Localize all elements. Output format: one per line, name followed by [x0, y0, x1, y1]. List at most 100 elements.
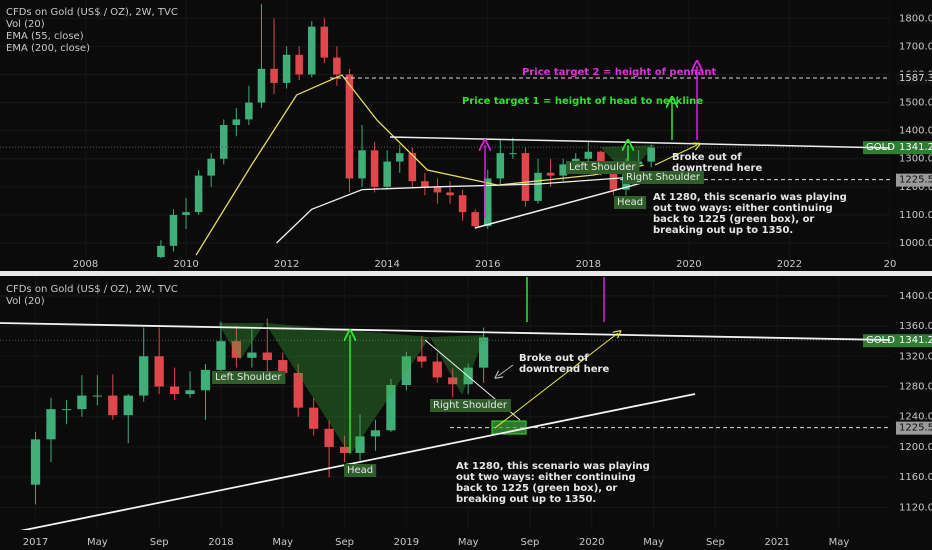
- x-tick-label: 2020: [676, 259, 701, 270]
- candle-body: [139, 356, 149, 396]
- legend-entry: EMA (55, close): [6, 31, 84, 42]
- top-drawings: [389, 66, 890, 229]
- candle-body: [446, 192, 454, 196]
- candle-body: [355, 436, 365, 453]
- candle-body: [307, 26, 316, 75]
- candle-body: [421, 181, 429, 187]
- candle-body: [546, 172, 555, 176]
- candle-body: [483, 178, 492, 227]
- label-box: [896, 173, 932, 187]
- annotation: breaking out up to 1350.: [653, 225, 793, 236]
- candle-body: [509, 153, 517, 155]
- y-tick-label: 1300.00: [899, 154, 932, 165]
- x-tick-label: 2017: [23, 537, 48, 548]
- x-tick-label: 2020: [579, 537, 604, 548]
- price-label: 1587.31: [899, 73, 932, 84]
- candle-body: [46, 409, 56, 440]
- candle-body: [194, 175, 203, 213]
- y-tick-label: 1800.00: [899, 13, 932, 24]
- candle-body: [534, 172, 542, 201]
- candle-body: [282, 54, 291, 83]
- candle-body: [345, 74, 354, 179]
- candle-body: [521, 153, 530, 201]
- x-tick-label: Sep: [335, 537, 354, 548]
- annotations: Price target 2 = height of pennant Price …: [212, 67, 847, 505]
- candle-body: [182, 212, 190, 215]
- candle-body: [200, 369, 211, 391]
- candle-body: [108, 395, 118, 416]
- legend-entry: EMA (200, close): [6, 43, 90, 54]
- price-label: 1341.29: [899, 142, 932, 153]
- y-tick-label: 1200.00: [899, 182, 932, 193]
- candle-body: [478, 337, 489, 368]
- pattern-shade: [218, 323, 265, 360]
- annotation: At 1280, this scenario was playing: [456, 461, 650, 472]
- candle-body: [293, 372, 303, 408]
- label-box: [896, 72, 932, 86]
- label-box: [896, 421, 932, 435]
- annotation: downtrend here: [672, 163, 762, 174]
- candle-body: [408, 153, 417, 182]
- candle-body: [433, 186, 442, 193]
- label-box: [896, 334, 932, 348]
- y-tick-label: 1400.00: [899, 126, 932, 137]
- y-tick-label: 1500.00: [899, 98, 932, 109]
- annotation: back to 1225 (green box), or: [456, 483, 617, 494]
- candle-body: [370, 150, 379, 187]
- label-box: [212, 371, 286, 384]
- candle-body: [77, 395, 87, 410]
- candle-body: [383, 161, 391, 187]
- x-tick-label: May: [272, 537, 293, 548]
- pattern-shade: [265, 323, 430, 455]
- annotation: out two ways: either continuing: [456, 472, 636, 483]
- candle-body: [207, 158, 215, 176]
- label-box: [430, 399, 511, 412]
- candle-body: [432, 361, 442, 378]
- arrow: [498, 364, 514, 376]
- x-tick-label: 2018: [576, 259, 601, 270]
- annotation: Broke out of: [519, 353, 589, 364]
- x-tick-label: 2022: [777, 259, 802, 270]
- candle-body: [320, 26, 329, 58]
- candle-body: [324, 428, 334, 447]
- x-tick-label: 2019: [394, 537, 419, 548]
- candle-body: [339, 446, 350, 453]
- candle-body: [358, 150, 366, 179]
- x-tick-label: 20: [884, 259, 897, 270]
- y-tick-label: 1120.00: [899, 502, 932, 513]
- x-tick-label: 2012: [274, 259, 299, 270]
- candle-body: [157, 245, 165, 258]
- candle-body: [216, 341, 226, 370]
- x-tick-label: 2021: [764, 537, 789, 548]
- candle-body: [448, 377, 458, 385]
- candle-body: [262, 352, 272, 361]
- y-tick-label: 1320.00: [899, 351, 932, 362]
- y-tick-label: 1100.00: [899, 210, 932, 221]
- annotation: Right Shoulder: [626, 172, 701, 183]
- candle-body: [30, 439, 41, 485]
- y-tick-label: 1000.00: [899, 238, 932, 249]
- annotation: Price target 2 = height of pennant: [522, 67, 716, 78]
- annotation: Left Shoulder: [215, 372, 282, 383]
- x-tick-label: Sep: [521, 537, 540, 548]
- x-tick-label: Sep: [150, 537, 169, 548]
- annotation: Head: [347, 465, 373, 476]
- price-label: 1225.56: [899, 423, 932, 434]
- candle-body: [370, 430, 381, 437]
- candle-body: [609, 172, 618, 190]
- arrow: [494, 333, 618, 429]
- candle-body: [61, 409, 72, 411]
- y-tick-label: 1700.00: [899, 41, 932, 52]
- neckline: [0, 322, 890, 341]
- x-tick-label: May: [643, 537, 664, 548]
- candle-body: [278, 360, 288, 373]
- candle-body: [169, 386, 180, 395]
- y-tick-label: 1160.00: [899, 472, 932, 483]
- candle-body: [417, 356, 427, 362]
- candle-body: [231, 341, 242, 358]
- candle-body: [257, 68, 266, 103]
- candle-body: [92, 395, 102, 397]
- chart-title: CFDs on Gold (US$ / OZ), 2W, TVC: [6, 284, 178, 295]
- price-label: 1225.56: [899, 175, 932, 186]
